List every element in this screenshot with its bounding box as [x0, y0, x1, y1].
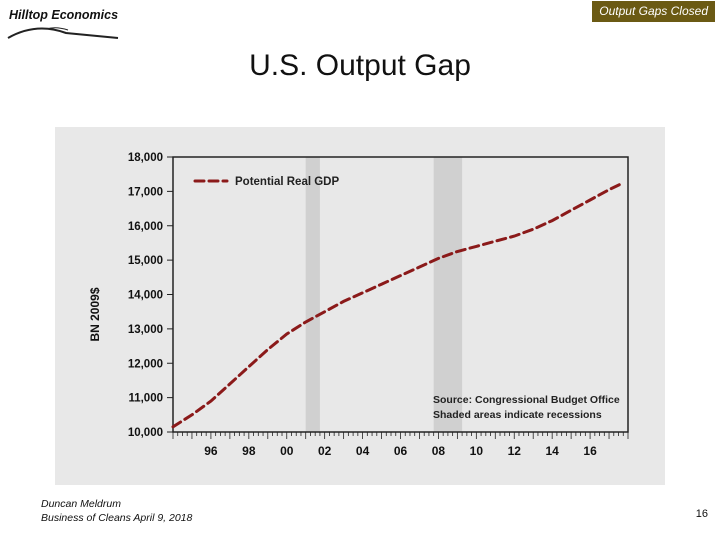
x-tick-label: 96 [204, 444, 218, 458]
y-tick-label: 10,000 [128, 427, 163, 439]
y-tick-label: 18,000 [128, 152, 163, 164]
y-tick-label: 16,000 [128, 221, 163, 233]
recession-band-1 [305, 157, 320, 432]
footer-event: Business of Cleans April 9, 2018 [41, 512, 193, 524]
x-tick-label: 02 [318, 444, 332, 458]
x-ticks: 96 98 00 02 04 06 08 10 12 14 16 [172, 432, 629, 458]
section-tag: Output Gaps Closed [592, 1, 715, 22]
y-axis-label: BN 2009$ [88, 287, 102, 341]
recession-band-2 [433, 157, 463, 432]
annotation-source: Source: Congressional Budget Office [433, 394, 620, 406]
x-tick-label: 10 [470, 444, 484, 458]
x-tick-label: 14 [545, 444, 559, 458]
y-tick-label: 15,000 [128, 255, 163, 267]
chart-panel: 10,000 11,000 12,000 13,000 14,000 15,000 16,0… [55, 127, 665, 485]
logo-text: Hilltop Economics [9, 8, 119, 22]
annotation-recessions: Shaded areas indicate recessions [433, 409, 602, 421]
x-tick-label: 04 [356, 444, 370, 458]
series-line-potential-gdp [171, 181, 625, 429]
plot-frame [172, 156, 629, 433]
logo-hill-icon [7, 27, 119, 39]
x-tick-label: 06 [394, 444, 408, 458]
slide-title: U.S. Output Gap [249, 49, 471, 82]
y-tick-label: 11,000 [128, 393, 163, 405]
output-gap-chart: 10,000 11,000 12,000 13,000 14,000 15,000 16,0… [88, 152, 629, 458]
y-tick-label: 13,000 [128, 324, 163, 336]
x-tick-label: 00 [280, 444, 294, 458]
logo: Hilltop Economics [6, 6, 121, 42]
y-tick-label: 12,000 [128, 358, 163, 370]
x-tick-label: 12 [508, 444, 522, 458]
x-tick-label: 08 [432, 444, 446, 458]
x-tick-label: 98 [242, 444, 256, 458]
x-tick-label: 16 [583, 444, 597, 458]
legend-label-potential-gdp: Potential Real GDP [235, 176, 339, 188]
recession-layer [305, 157, 463, 432]
y-ticks: 10,000 11,000 12,000 13,000 14,000 15,000 16,0… [128, 152, 173, 439]
footer-author: Duncan Meldrum [41, 498, 121, 510]
footer-credit: Duncan Meldrum Business of Cleans April … [41, 497, 192, 525]
y-tick-label: 17,000 [128, 186, 163, 198]
page-number: 16 [695, 508, 708, 520]
y-tick-label: 14,000 [128, 290, 163, 302]
